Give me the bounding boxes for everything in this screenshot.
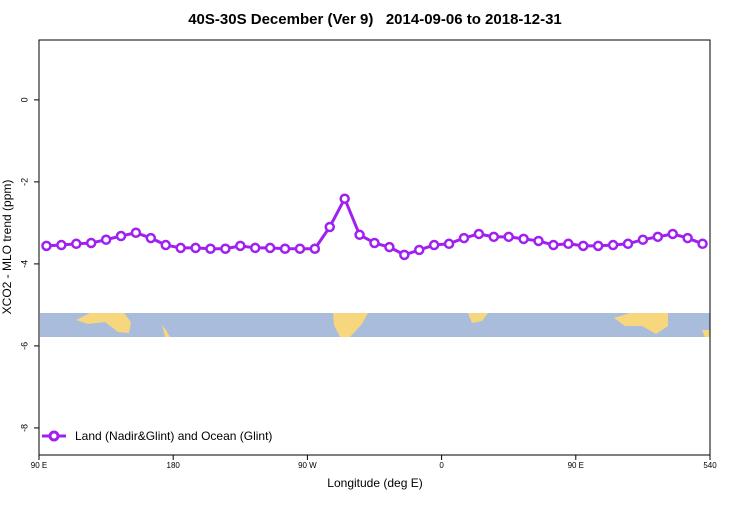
data-point [294, 243, 306, 254]
x-tick-label: 180 [167, 461, 181, 470]
data-point [369, 237, 380, 249]
y-tick-label: -8 [19, 424, 29, 432]
y-tick-label: -4 [19, 260, 29, 268]
data-point [71, 238, 82, 250]
data-point [190, 242, 201, 254]
x-tick-label: 90 E [568, 461, 584, 470]
data-point [309, 243, 321, 254]
data-point [533, 235, 544, 247]
x-tick-label: 90 E [31, 461, 47, 470]
data-point [399, 249, 410, 261]
data-point [563, 238, 574, 250]
data-point [279, 243, 291, 254]
data-point [41, 240, 52, 252]
data-point [622, 238, 634, 250]
data-point [205, 243, 216, 254]
data-point [175, 242, 186, 254]
map-strip [40, 313, 710, 337]
data-point [160, 239, 171, 251]
data-point [56, 239, 67, 251]
x-tick-label: 90 W [298, 461, 317, 470]
data-point [443, 238, 455, 250]
data-point [324, 221, 336, 233]
y-tick-label: 0 [19, 97, 29, 102]
data-point [697, 238, 708, 250]
data-point [235, 240, 246, 252]
data-point [652, 231, 664, 243]
data-point [637, 234, 649, 245]
data-point [503, 231, 514, 243]
y-tick-label: -2 [19, 178, 29, 186]
data-point [100, 234, 112, 245]
legend: Land (Nadir&Glint) and Ocean (Glint) [42, 429, 272, 443]
data-point [548, 239, 559, 251]
x-tick-label: 540 [703, 461, 717, 470]
data-point [458, 232, 470, 244]
data-point [428, 239, 440, 251]
y-axis-label: XCO2 - MLO trend (ppm) [0, 180, 14, 315]
data-point [115, 230, 127, 242]
data-point [339, 193, 350, 204]
data-point [592, 240, 604, 252]
data-point [518, 233, 529, 245]
data-point [667, 228, 678, 240]
data-point [413, 244, 425, 256]
data-point [578, 240, 589, 252]
x-axis-label: Longitude (deg E) [327, 476, 422, 490]
data-point [607, 239, 619, 251]
data-point [130, 227, 142, 238]
data-point [249, 242, 261, 254]
data-point [682, 232, 693, 244]
legend-marker [48, 430, 60, 442]
y-tick-label: -6 [19, 342, 29, 350]
data-point [85, 237, 97, 249]
data-point [264, 242, 276, 254]
data-point [354, 229, 365, 241]
chart-title: 40S-30S December (Ver 9) 2014-09-06 to 2… [188, 11, 562, 28]
plot-frame [38, 39, 711, 456]
data-point [384, 241, 395, 253]
data-point [220, 243, 231, 254]
x-tick-label: 0 [439, 461, 444, 470]
data-point [473, 228, 485, 240]
data-point [488, 231, 500, 243]
legend-label: Land (Nadir&Glint) and Ocean (Glint) [75, 429, 272, 443]
data-point [145, 232, 157, 244]
